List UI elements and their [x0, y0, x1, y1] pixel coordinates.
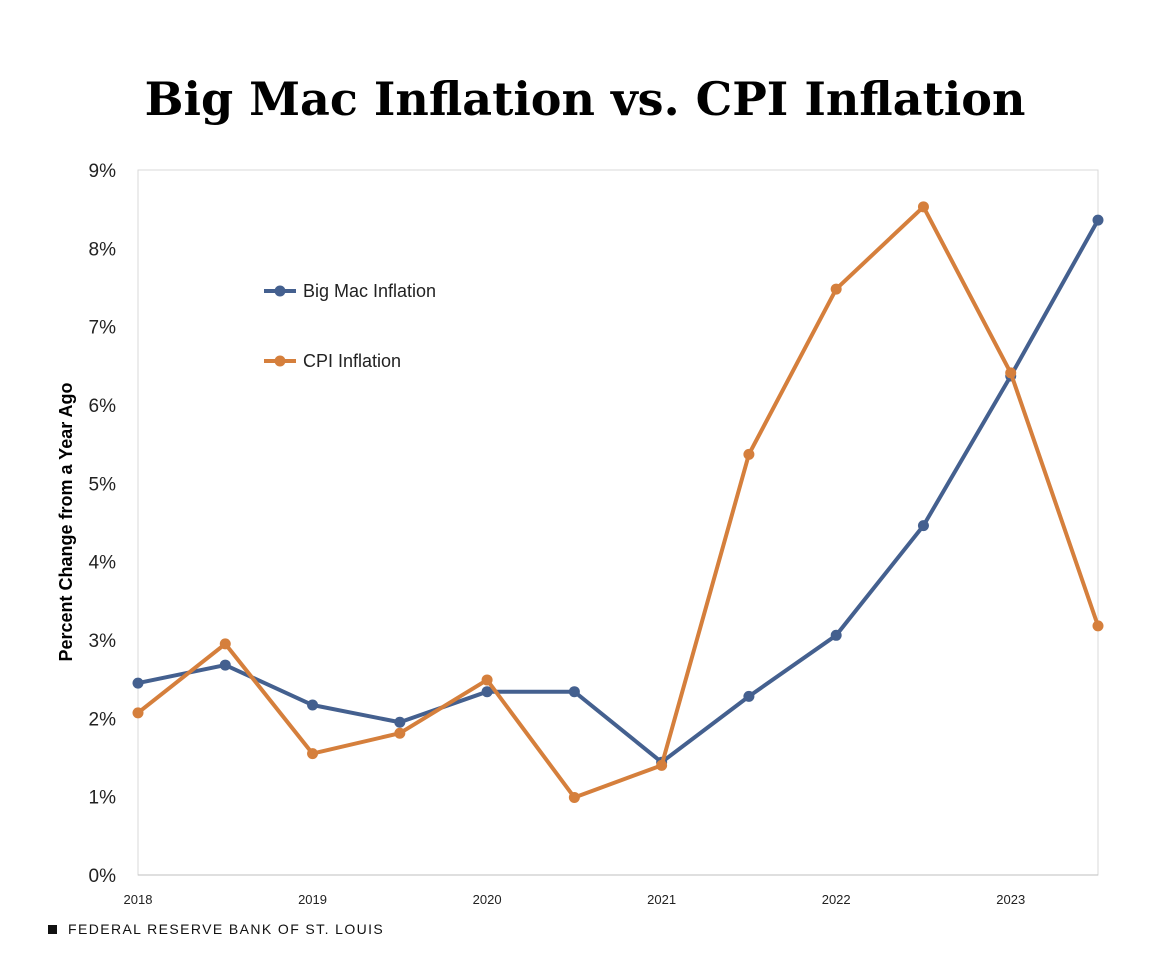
y-tick-label: 0% [89, 866, 117, 887]
data-point [743, 690, 755, 702]
series-line [136, 204, 1100, 800]
x-tick-label: 2022 [822, 892, 851, 907]
data-point [394, 716, 406, 728]
legend: Big Mac Inflation CPI Inflation [264, 281, 436, 371]
x-tick-label: 2021 [647, 892, 676, 907]
chart-title: Big Mac Inflation vs. CPI Inflation [144, 72, 1026, 126]
source-footer: FEDERAL RESERVE BANK OF ST. LOUIS [48, 921, 384, 937]
x-axis: 2018 2019 2020 2021 2022 2023 [124, 874, 1098, 907]
data-point [1005, 367, 1017, 379]
legend-item: Big Mac Inflation [264, 281, 436, 301]
data-point [568, 686, 580, 698]
series-big-mac [132, 214, 1104, 768]
data-point [830, 283, 842, 295]
data-point [568, 791, 580, 803]
data-point [830, 629, 842, 641]
data-point [132, 677, 144, 689]
data-point [656, 759, 668, 771]
plot-border [137, 169, 1099, 876]
series-layer [132, 201, 1104, 803]
y-tick-label: 3% [89, 631, 117, 652]
data-point [307, 699, 319, 711]
y-tick-label: 6% [89, 396, 117, 417]
legend-label: Big Mac Inflation [303, 281, 436, 301]
y-axis-label: Percent Change from a Year Ago [56, 382, 76, 661]
legend-marker [274, 355, 286, 367]
data-point [394, 727, 406, 739]
y-tick-label: 7% [89, 318, 117, 339]
source-text: FEDERAL RESERVE BANK OF ST. LOUIS [68, 921, 385, 937]
square-icon [48, 924, 57, 934]
data-point [307, 748, 319, 760]
legend-marker [274, 285, 286, 297]
data-point [132, 707, 144, 719]
data-point [743, 448, 755, 460]
data-point [917, 520, 929, 532]
data-point [1092, 214, 1104, 226]
data-point [219, 659, 231, 671]
y-tick-label: 8% [89, 239, 117, 260]
legend-label: CPI Inflation [303, 351, 401, 371]
y-tick-label: 2% [89, 709, 117, 730]
y-axis: 0% 1% 2% 3% 4% 5% 6% 7% 8% 9% [89, 161, 117, 887]
data-point [1092, 620, 1104, 632]
legend-item: CPI Inflation [264, 351, 401, 371]
x-tick-label: 2023 [996, 892, 1025, 907]
data-point [481, 686, 493, 698]
plot-area [137, 169, 1099, 876]
data-point [219, 638, 231, 650]
data-point [917, 201, 929, 213]
series-line [136, 218, 1100, 765]
data-point [481, 674, 493, 686]
x-tick-label: 2018 [124, 892, 153, 907]
y-tick-label: 1% [89, 788, 117, 809]
x-tick-label: 2020 [473, 892, 502, 907]
y-tick-label: 5% [89, 474, 117, 495]
x-tick-label: 2019 [298, 892, 327, 907]
y-tick-label: 4% [89, 553, 117, 574]
series-cpi [132, 201, 1104, 803]
y-tick-label: 9% [89, 161, 117, 182]
